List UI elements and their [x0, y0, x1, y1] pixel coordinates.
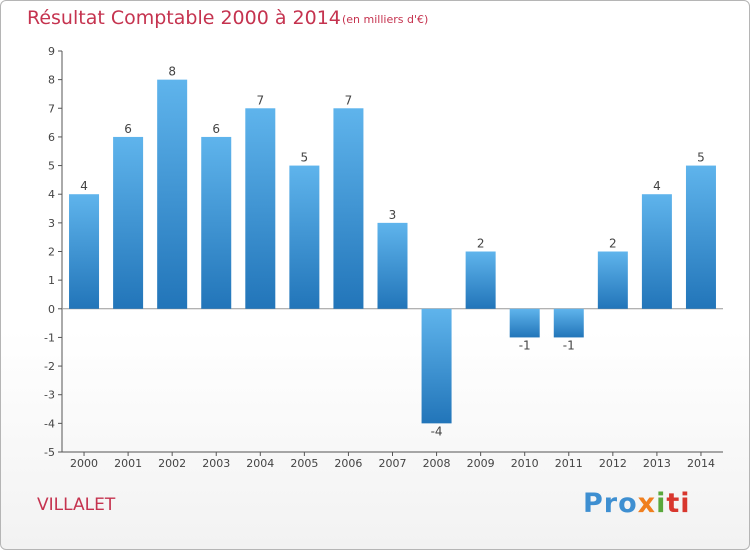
y-tick-label: 8 [48, 74, 55, 87]
y-tick-label: -2 [44, 360, 55, 373]
x-tick-label: 2010 [511, 457, 539, 470]
data-label-2013: 4 [653, 179, 661, 193]
data-label-2011: -1 [563, 338, 575, 352]
bar-2003 [201, 136, 232, 309]
data-label-2010: -1 [519, 338, 531, 352]
data-label-2001: 6 [124, 122, 132, 136]
y-tick-label: -4 [44, 417, 55, 430]
logo-part-2: x [637, 488, 657, 519]
data-label-2006: 7 [345, 93, 353, 107]
bar-2012 [597, 251, 628, 309]
data-label-2012: 2 [609, 237, 617, 251]
y-tick-label: 6 [48, 131, 55, 144]
data-label-2009: 2 [477, 237, 485, 251]
bar-2005 [289, 165, 320, 309]
bar-2001 [113, 136, 144, 309]
y-tick-label: -5 [44, 446, 55, 459]
x-tick-label: 2011 [555, 457, 583, 470]
data-label-2007: 3 [389, 208, 397, 222]
x-tick-label: 2009 [467, 457, 495, 470]
chart-subtitle: (en milliers d'€) [342, 13, 429, 26]
y-tick-label: 3 [48, 217, 55, 230]
data-labels: 4 6 8 6 7 5 7 3 -4 2 -1 -1 2 4 5 [80, 65, 705, 439]
bar-2008 [421, 308, 452, 424]
x-tick-label: 2004 [246, 457, 274, 470]
bar-2002 [157, 79, 188, 309]
bar-2013 [641, 194, 672, 309]
y-tick-label: 7 [48, 102, 55, 115]
x-tick-label: 2008 [423, 457, 451, 470]
y-tick-label: -1 [44, 331, 55, 344]
x-tick-label: 2006 [334, 457, 362, 470]
logo-part-3: i [656, 488, 667, 519]
bar-2009 [465, 251, 496, 309]
data-label-2004: 7 [256, 93, 264, 107]
proxiti-logo: Proxiti [583, 488, 691, 519]
x-tick-label: 2012 [599, 457, 627, 470]
y-tick-label: 9 [48, 45, 55, 58]
x-tick-label: 2001 [114, 457, 142, 470]
x-tick-label: 2014 [687, 457, 715, 470]
data-label-2008: -4 [431, 424, 443, 438]
data-label-2003: 6 [212, 122, 220, 136]
chart-title: Résultat Comptable 2000 à 2014 [27, 7, 341, 29]
y-tick-label: 4 [48, 188, 55, 201]
bar-2010 [509, 308, 540, 338]
bars [69, 79, 716, 424]
data-label-2005: 5 [301, 151, 309, 165]
bar-2004 [245, 108, 276, 309]
y-tick-label: 5 [48, 160, 55, 173]
logo-part-1: Pro [583, 488, 638, 519]
y-tick-label: -3 [44, 389, 55, 402]
data-label-2002: 8 [168, 65, 176, 79]
x-tick-label: 2002 [158, 457, 186, 470]
bar-2007 [377, 222, 408, 309]
commune-name: VILLALET [37, 495, 116, 515]
data-label-2014: 5 [697, 151, 705, 165]
x-tick-label: 2003 [202, 457, 230, 470]
bar-2011 [553, 308, 584, 338]
y-tick-label: 2 [48, 246, 55, 259]
x-tick-label: 2013 [643, 457, 671, 470]
bar-2000 [69, 194, 100, 309]
bar-2006 [333, 108, 364, 309]
x-tick-label: 2007 [379, 457, 407, 470]
x-tick-label: 2005 [290, 457, 318, 470]
logo-part-4: ti [666, 488, 691, 519]
bar-2014 [685, 165, 716, 309]
data-label-2000: 4 [80, 179, 88, 193]
x-tick-label: 2000 [70, 457, 98, 470]
y-tick-label: 1 [48, 274, 55, 287]
y-tick-label: 0 [48, 303, 55, 316]
